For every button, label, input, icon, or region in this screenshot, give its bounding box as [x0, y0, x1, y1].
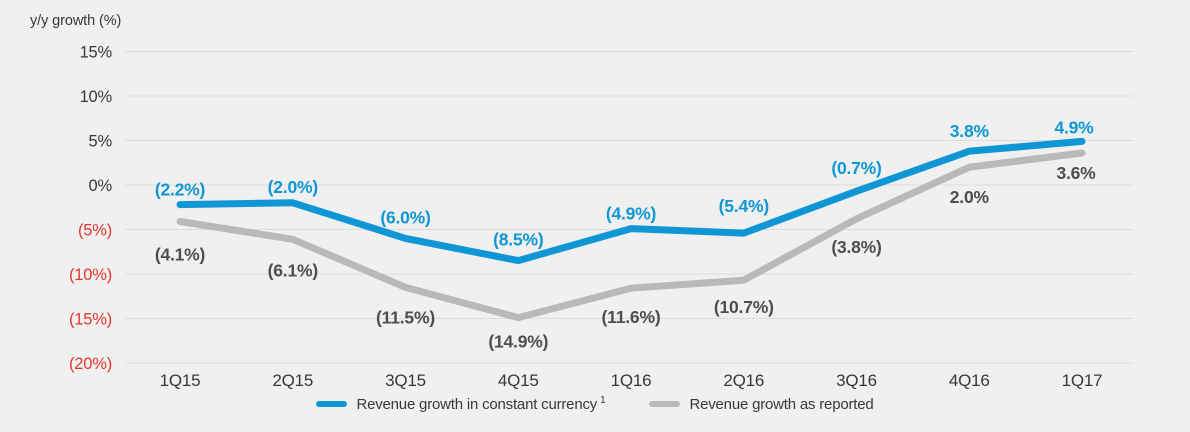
- legend-item-as-reported: Revenue growth as reported: [649, 396, 874, 413]
- y-tick-label: 5%: [89, 133, 113, 151]
- x-axis-label: 1Q16: [611, 371, 652, 390]
- data-label: 2.0%: [950, 187, 990, 207]
- legend-label-as-reported: Revenue growth as reported: [689, 396, 873, 413]
- legend-text: Revenue growth in constant currency: [356, 396, 598, 413]
- data-label: (11.6%): [602, 307, 661, 327]
- legend-label-constant-currency: Revenue growth in constant currency 1: [356, 395, 605, 413]
- x-axis-label: 3Q15: [385, 371, 426, 390]
- data-label: (14.9%): [488, 332, 548, 352]
- x-axis-label: 3Q16: [836, 371, 877, 390]
- y-tick-label: (15%): [69, 311, 112, 329]
- y-tick-label: 0%: [89, 177, 113, 195]
- data-label: 3.8%: [950, 121, 990, 141]
- data-label: (6.1%): [268, 260, 318, 280]
- legend-swatch-as-reported: [649, 401, 681, 407]
- data-label: (4.1%): [155, 245, 205, 265]
- x-axis-label: 2Q16: [723, 371, 764, 390]
- y-tick-label: 15%: [80, 44, 113, 62]
- x-axis-label: 1Q17: [1062, 371, 1103, 390]
- legend-text: Revenue growth as reported: [689, 395, 874, 413]
- footnote-marker: 1: [600, 395, 606, 406]
- legend-item-constant-currency: Revenue growth in constant currency 1: [316, 395, 606, 413]
- chart-legend: Revenue growth in constant currency 1 Rev…: [0, 395, 1190, 413]
- y-tick-label: 10%: [80, 88, 113, 106]
- y-axis-title: y/y growth (%): [30, 13, 122, 29]
- data-label: 3.6%: [1056, 163, 1096, 183]
- x-axis-label: 1Q15: [160, 371, 201, 390]
- data-label: (10.7%): [714, 297, 774, 317]
- data-label: (8.5%): [493, 230, 543, 250]
- series-line-constant-currency: [176, 137, 1086, 265]
- y-tick-label: (20%): [69, 355, 112, 373]
- y-tick-label: (5%): [78, 222, 112, 240]
- data-label: (0.7%): [831, 158, 881, 178]
- data-label: 4.9%: [1054, 117, 1094, 137]
- data-label: (5.4%): [719, 196, 769, 216]
- legend-swatch-constant-currency: [316, 401, 348, 407]
- x-axis-label: 4Q15: [498, 371, 539, 390]
- data-label: (2.2%): [155, 180, 205, 200]
- data-label: (11.5%): [376, 307, 435, 327]
- data-label: (6.0%): [380, 207, 430, 227]
- x-axis-label: 4Q16: [949, 371, 990, 390]
- data-label: (2.0%): [268, 177, 318, 197]
- y-tick-label: (10%): [69, 266, 112, 284]
- data-label: (3.8%): [831, 237, 881, 257]
- series-line-as-reported: [176, 149, 1086, 322]
- x-axis-label: 2Q15: [272, 371, 313, 390]
- data-label: (4.9%): [606, 204, 656, 224]
